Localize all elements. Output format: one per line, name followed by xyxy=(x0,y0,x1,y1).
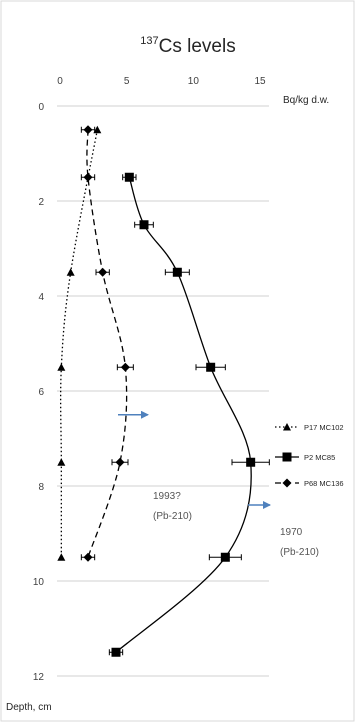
gridlines xyxy=(57,105,269,677)
x-tick-label-5: 5 xyxy=(124,76,130,87)
data-point-p17-mc102-4 xyxy=(57,553,66,561)
data-point-p17-mc102-0 xyxy=(93,125,102,134)
annotation-text-1-1: (Pb-210) xyxy=(280,547,319,558)
data-point-p68-mc136-5 xyxy=(83,552,93,562)
chart-title-main: Cs levels xyxy=(159,36,236,57)
data-point-p68-mc136-1 xyxy=(83,172,93,182)
series-p68-mc136 xyxy=(80,125,134,562)
chart-title: 137Cs levels xyxy=(140,35,235,57)
y-tick-label-12: 12 xyxy=(33,672,45,683)
annotation-text-0-1: (Pb-210) xyxy=(153,511,192,522)
annotation-text-1-0: 1970 xyxy=(280,527,303,538)
axes: 0 2 4 6 8 10 12 0 5 10 15 xyxy=(33,76,266,683)
data-point-p2-mc85-4 xyxy=(246,457,256,467)
data-point-p17-mc102-3 xyxy=(57,458,66,466)
x-axis-label: Bq/kg d.w. xyxy=(283,95,329,106)
data-point-p2-mc85-3 xyxy=(206,362,216,372)
x-tick-label-15: 15 xyxy=(254,76,266,87)
data-point-p2-mc85-6 xyxy=(111,647,121,657)
data-point-p68-mc136-3 xyxy=(120,362,130,372)
data-point-p2-mc85-2 xyxy=(172,267,182,277)
data-point-p17-mc102-2 xyxy=(57,363,66,371)
legend-label-p2-mc85: P2 MC85 xyxy=(304,453,335,462)
legend-marker-p68-mc136 xyxy=(282,478,292,488)
legend-label-p17-mc102: P17 MC102 xyxy=(304,423,344,432)
y-tick-label-6: 6 xyxy=(38,387,44,398)
data-point-p17-mc102-1 xyxy=(66,268,75,276)
x-tick-label-0: 0 xyxy=(57,76,63,87)
y-tick-label-10: 10 xyxy=(33,577,45,588)
x-tick-label-10: 10 xyxy=(188,76,200,87)
annotation-text-0-0: 1993? xyxy=(153,491,181,502)
legend-marker-p2-mc85 xyxy=(282,452,292,462)
data-point-p2-mc85-1 xyxy=(139,220,149,230)
series-p17-mc102 xyxy=(57,125,102,561)
series-p2-mc85 xyxy=(108,172,270,657)
y-tick-label-8: 8 xyxy=(38,482,44,493)
data-point-p68-mc136-4 xyxy=(115,457,125,467)
y-tick-label-2: 2 xyxy=(38,197,44,208)
legend: P17 MC102 P2 MC85 P68 MC136 xyxy=(275,423,344,488)
series-line-p2-mc85 xyxy=(115,177,252,653)
data-point-p68-mc136-2 xyxy=(98,267,108,277)
data-point-p2-mc85-5 xyxy=(220,552,230,562)
data-point-p2-mc85-0 xyxy=(124,172,134,182)
legend-label-p68-mc136: P68 MC136 xyxy=(304,479,344,488)
chart-title-superscript: 137 xyxy=(140,35,158,47)
y-axis-label: Depth, cm xyxy=(6,702,52,713)
y-tick-label-0: 0 xyxy=(38,102,44,113)
y-tick-label-4: 4 xyxy=(38,292,44,303)
data-point-p68-mc136-0 xyxy=(83,125,93,135)
annotations: 1993? (Pb-210) 1970 (Pb-210) xyxy=(118,410,319,558)
plot-series xyxy=(57,125,270,657)
legend-marker-p17-mc102 xyxy=(283,423,291,431)
